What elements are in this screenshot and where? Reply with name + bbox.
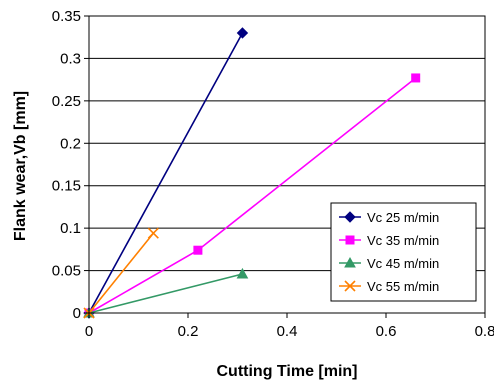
y-tick-label: 0.15 (52, 178, 81, 195)
x-marker-stroke (344, 280, 356, 292)
square-marker (193, 245, 203, 255)
x-tick-label: 0.6 (376, 323, 397, 340)
y-tick-label: 0.25 (52, 93, 81, 110)
legend-entry: Vc 25 m/min (339, 210, 439, 225)
plot-series (83, 27, 421, 319)
x-marker (344, 280, 356, 292)
x-tick-label: 0.2 (178, 323, 199, 340)
y-axis-title: Flank wear,Vb [mm] (12, 91, 29, 241)
series-line (88, 232, 154, 314)
legend-label: Vc 55 m/min (367, 279, 439, 294)
triangle-marker (344, 256, 356, 268)
legend-entry: Vc 55 m/min (339, 279, 439, 294)
x-tick-label: 0.8 (475, 323, 494, 340)
y-tick-label: 0.35 (52, 8, 81, 25)
legend-label: Vc 35 m/min (367, 233, 439, 248)
series-line (88, 32, 244, 314)
axes: 0 0.05 0.1 0.15 0.2 0.25 0.3 0.35 0 0.2 0.4 0.6 0.8 (52, 8, 494, 340)
legend-label: Vc 45 m/min (367, 256, 439, 271)
x-axis-title: Cutting Time [min] (216, 363, 357, 380)
y-tick-label: 0.1 (60, 220, 81, 237)
square-marker (411, 73, 421, 83)
legend-box (330, 202, 477, 302)
series-1 (83, 27, 249, 319)
diamond-marker (344, 211, 356, 223)
y-tick-label: 0.05 (52, 263, 81, 280)
x-marker-stroke (147, 227, 159, 239)
x-tick-label: 0 (85, 323, 93, 340)
y-tick-label: 0.3 (60, 50, 81, 67)
legend-label: Vc 25 m/min (367, 210, 439, 225)
y-tick-label: 0 (73, 305, 81, 322)
legend: Vc 25 m/min Vc 35 m/min Vc 45 m/min Vc 55 m… (330, 202, 477, 302)
diamond-marker (236, 27, 249, 39)
y-tick-label: 0.2 (60, 135, 81, 152)
series-line (88, 273, 243, 314)
triangle-marker (236, 267, 249, 279)
legend-entry: Vc 35 m/min (339, 233, 439, 248)
square-marker (345, 235, 355, 245)
x-marker (147, 227, 159, 239)
x-tick-label: 0.4 (277, 323, 298, 340)
legend-entry: Vc 45 m/min (339, 256, 439, 271)
